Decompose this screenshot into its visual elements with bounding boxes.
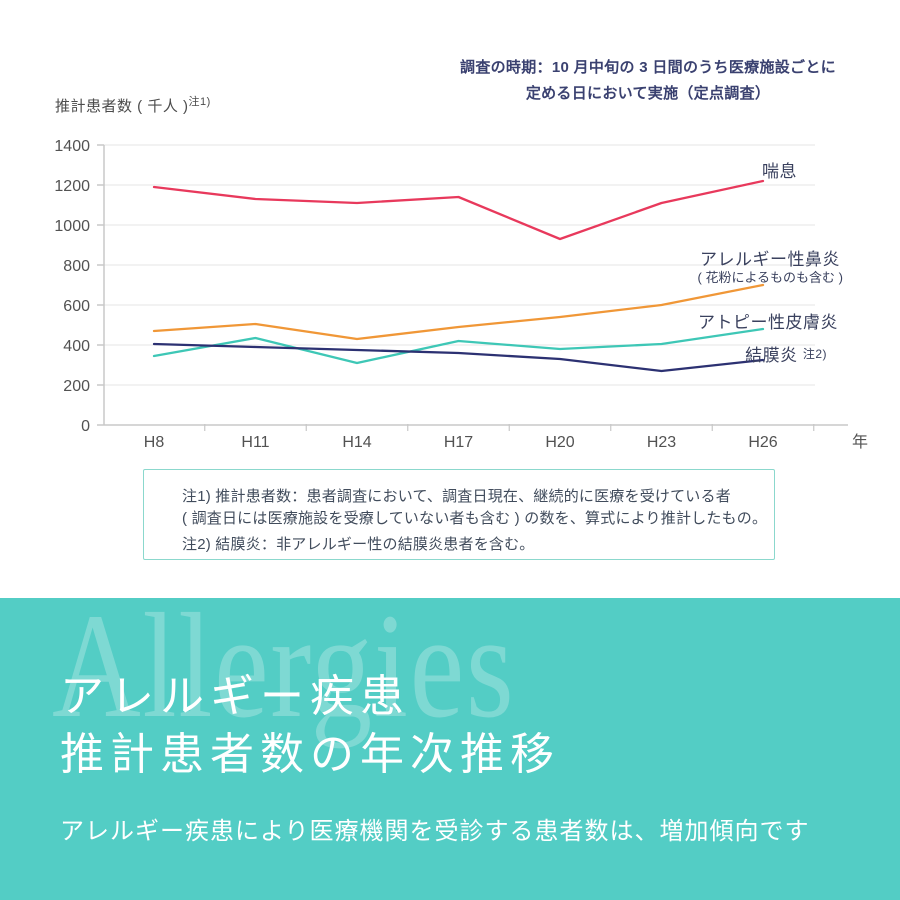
x-tick-label: H17 xyxy=(444,434,473,451)
series-line-アトピー性皮膚炎 xyxy=(152,327,765,365)
x-tick-label: H26 xyxy=(748,434,777,451)
series-line-喘息 xyxy=(152,179,765,241)
survey-period-note-line2: 定める日において実施（定点調査） xyxy=(525,85,771,102)
x-tick-label: H14 xyxy=(342,434,371,451)
footnote-2: 注2) 結膜炎：非アレルギー性の結膜炎患者を含む。 xyxy=(182,536,535,553)
series-label-conjunctivitis-footnote-ref: 注2) xyxy=(802,347,827,361)
series-label-rhinitis-text: アレルギー性鼻炎 xyxy=(700,250,840,269)
y-axis-title-footnote-ref: 注1) xyxy=(188,96,211,108)
series-label-asthma: 喘息 xyxy=(762,157,797,182)
series-label-asthma-text: 喘息 xyxy=(762,162,797,181)
x-tick-label: H20 xyxy=(545,434,574,451)
survey-period-note-line1: 調査の時期：10 月中旬の 3 日間のうち医療施設ごとに xyxy=(460,59,836,76)
x-axis-unit-label: 年 xyxy=(852,433,868,451)
banner-title: アレルギー疾患 推計患者数の年次推移 xyxy=(60,668,560,784)
y-tick-label: 400 xyxy=(63,338,90,355)
watermark-text: Allergies xyxy=(52,598,516,749)
line-chart: 0 200 400 600 800 1000 1200 1400 H8 H11 H14 H17 H20 H… xyxy=(54,138,868,451)
series-label-conjunctivitis: 結膜炎 注2) xyxy=(745,341,827,366)
y-axis-title-text: 推計患者数 ( 千人 ) xyxy=(55,98,189,115)
banner-subtitle: アレルギー疾患により医療機関を受診する患者数は、増加傾向です xyxy=(60,819,810,845)
chart-section: 調査の時期：10 月中旬の 3 日間のうち医療施設ごとに 定める日において実施（… xyxy=(54,55,869,560)
banner-title-line1: アレルギー疾患 xyxy=(60,672,410,721)
x-tick-label: H11 xyxy=(241,434,269,451)
y-tick-label: 600 xyxy=(63,298,90,315)
series-label-rhinitis: アレルギー性鼻炎 xyxy=(700,245,840,270)
survey-period-note: 調査の時期：10 月中旬の 3 日間のうち医療施設ごとに 定める日において実施（… xyxy=(448,55,848,107)
footnotes-box: 注1) 推計患者数：患者調査において、調査日現在、継続的に医療を受けている者 (… xyxy=(143,469,775,560)
y-tick-label: 800 xyxy=(63,258,90,275)
footnote-1-line1: 注1) 推計患者数：患者調査において、調査日現在、継続的に医療を受けている者 xyxy=(182,488,731,505)
y-tick-label: 0 xyxy=(81,418,90,435)
title-banner: Allergies アレルギー疾患 推計患者数の年次推移 アレルギー疾患により医… xyxy=(0,598,900,900)
series-line-アレルギー性鼻炎 xyxy=(152,283,765,341)
y-tick-label: 200 xyxy=(63,378,90,395)
x-tick-label: H8 xyxy=(144,434,165,451)
series-label-conjunctivitis-text: 結膜炎 xyxy=(745,346,798,365)
y-tick-label: 1200 xyxy=(54,178,90,195)
series-label-atopic-text: アトピー性皮膚炎 xyxy=(698,313,838,332)
y-tick-label: 1400 xyxy=(54,138,90,155)
footnote-1-line2: ( 調査日には医療施設を受療していない者も含む ) の数を、算式により推計したも… xyxy=(182,509,768,527)
x-tick-label: H23 xyxy=(647,434,676,451)
series-label-rhinitis-subtitle: ( 花粉によるものも含む ) xyxy=(697,270,844,285)
y-axis-title: 推計患者数 ( 千人 )注1) xyxy=(55,93,211,116)
banner-title-line2: 推計患者数の年次推移 xyxy=(60,730,560,779)
y-tick-label: 1000 xyxy=(54,218,90,235)
series-label-atopic-dermatitis: アトピー性皮膚炎 xyxy=(698,308,838,333)
series-line-結膜炎 xyxy=(152,342,765,373)
